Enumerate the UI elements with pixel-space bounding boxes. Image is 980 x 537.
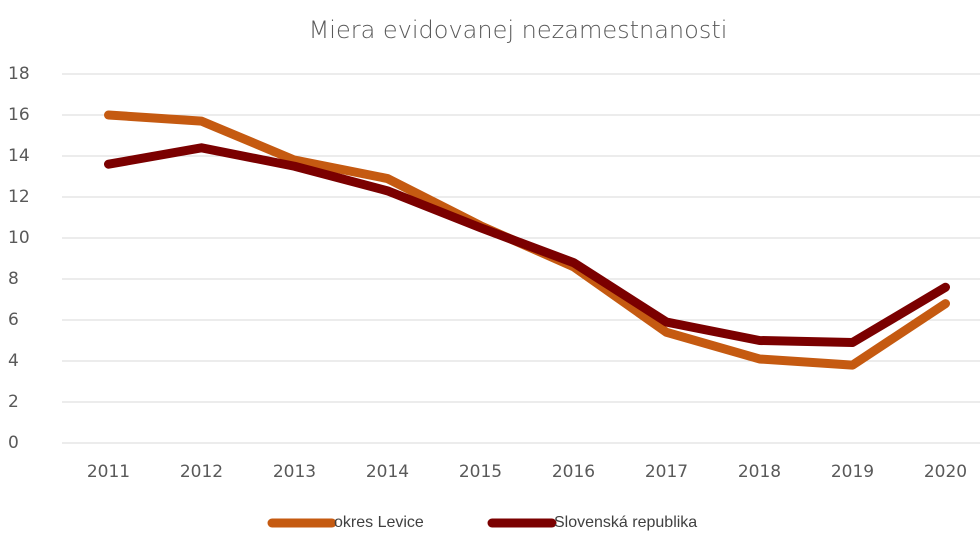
y-tick-label: 4 (8, 351, 19, 371)
legend-label: Slovenská republika (554, 514, 697, 531)
x-tick-label: 2020 (924, 462, 967, 482)
y-tick-label: 18 (8, 64, 30, 84)
y-tick-label: 8 (8, 269, 19, 289)
y-tick-label: 6 (8, 310, 19, 330)
x-tick-label: 2018 (738, 462, 781, 482)
x-tick-label: 2014 (366, 462, 409, 482)
series-line (104, 143, 950, 348)
y-tick-label: 10 (8, 228, 30, 248)
x-tick-label: 2012 (180, 462, 223, 482)
x-tick-label: 2019 (831, 462, 874, 482)
x-tick-label: 2017 (645, 462, 688, 482)
chart-title: Miera evidovanej nezamestnanosti (309, 16, 728, 44)
legend-label: okres Levice (334, 514, 424, 531)
y-tick-label: 16 (8, 105, 30, 125)
y-tick-label: 12 (8, 187, 30, 207)
x-tick-label: 2015 (459, 462, 502, 482)
x-tick-label: 2011 (87, 462, 130, 482)
x-tick-label: 2013 (273, 462, 316, 482)
y-tick-label: 0 (8, 433, 19, 453)
y-tick-label: 14 (8, 146, 30, 166)
x-tick-label: 2016 (552, 462, 595, 482)
y-tick-label: 2 (8, 392, 19, 412)
